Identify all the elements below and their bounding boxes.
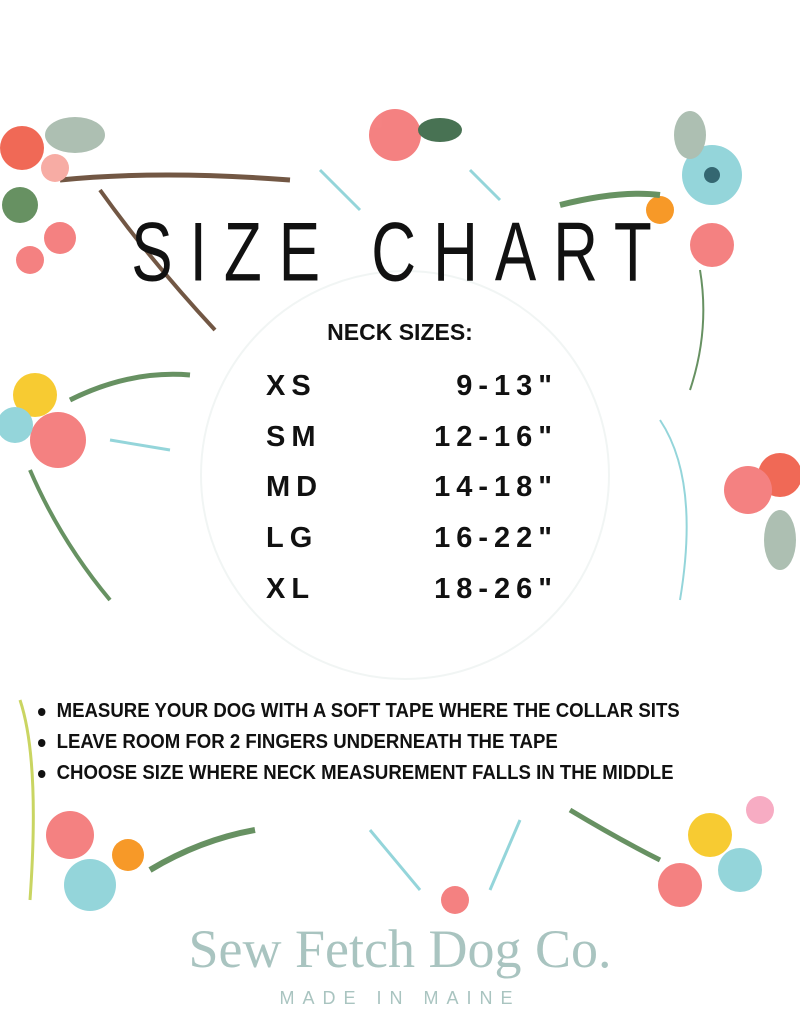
size-label: XL xyxy=(266,573,316,605)
page-title: SIZE CHART xyxy=(131,206,669,300)
size-row: SM 12-16" xyxy=(266,417,558,457)
size-range: 14-18" xyxy=(434,471,558,503)
size-label: XS xyxy=(266,370,317,402)
measuring-tips: MEASURE YOUR DOG WITH A SOFT TAPE WHERE … xyxy=(38,696,728,789)
size-range: 12-16" xyxy=(434,421,558,453)
bullet-icon xyxy=(38,707,46,716)
size-row: XL 18-26" xyxy=(266,569,558,609)
watermark-tagline: MADE IN MAINE xyxy=(279,988,521,1008)
tip-item: CHOOSE SIZE WHERE NECK MEASUREMENT FALLS… xyxy=(38,758,680,789)
tip-text: LEAVE ROOM FOR 2 FINGERS UNDERNEATH THE … xyxy=(56,731,558,753)
size-row: LG 16-22" xyxy=(266,518,558,558)
tip-item: LEAVE ROOM FOR 2 FINGERS UNDERNEATH THE … xyxy=(38,727,680,758)
size-row: XS 9-13" xyxy=(266,366,558,406)
bullet-icon xyxy=(38,738,46,747)
tip-text: CHOOSE SIZE WHERE NECK MEASUREMENT FALLS… xyxy=(56,762,674,784)
neck-sizes-heading: NECK SIZES: xyxy=(327,319,473,345)
size-range: 9-13" xyxy=(456,370,558,402)
bullet-icon xyxy=(38,769,46,778)
size-label: SM xyxy=(266,421,322,453)
size-range: 18-26" xyxy=(434,573,558,605)
size-label: LG xyxy=(266,522,319,554)
size-row: MD 14-18" xyxy=(266,467,558,507)
tip-text: MEASURE YOUR DOG WITH A SOFT TAPE WHERE … xyxy=(56,700,680,722)
size-range: 16-22" xyxy=(434,522,558,554)
brand-watermark-ring xyxy=(200,270,610,680)
tip-item: MEASURE YOUR DOG WITH A SOFT TAPE WHERE … xyxy=(38,696,680,727)
watermark-brand-name: Sew Fetch Dog Co. xyxy=(188,919,612,979)
size-label: MD xyxy=(266,471,324,503)
